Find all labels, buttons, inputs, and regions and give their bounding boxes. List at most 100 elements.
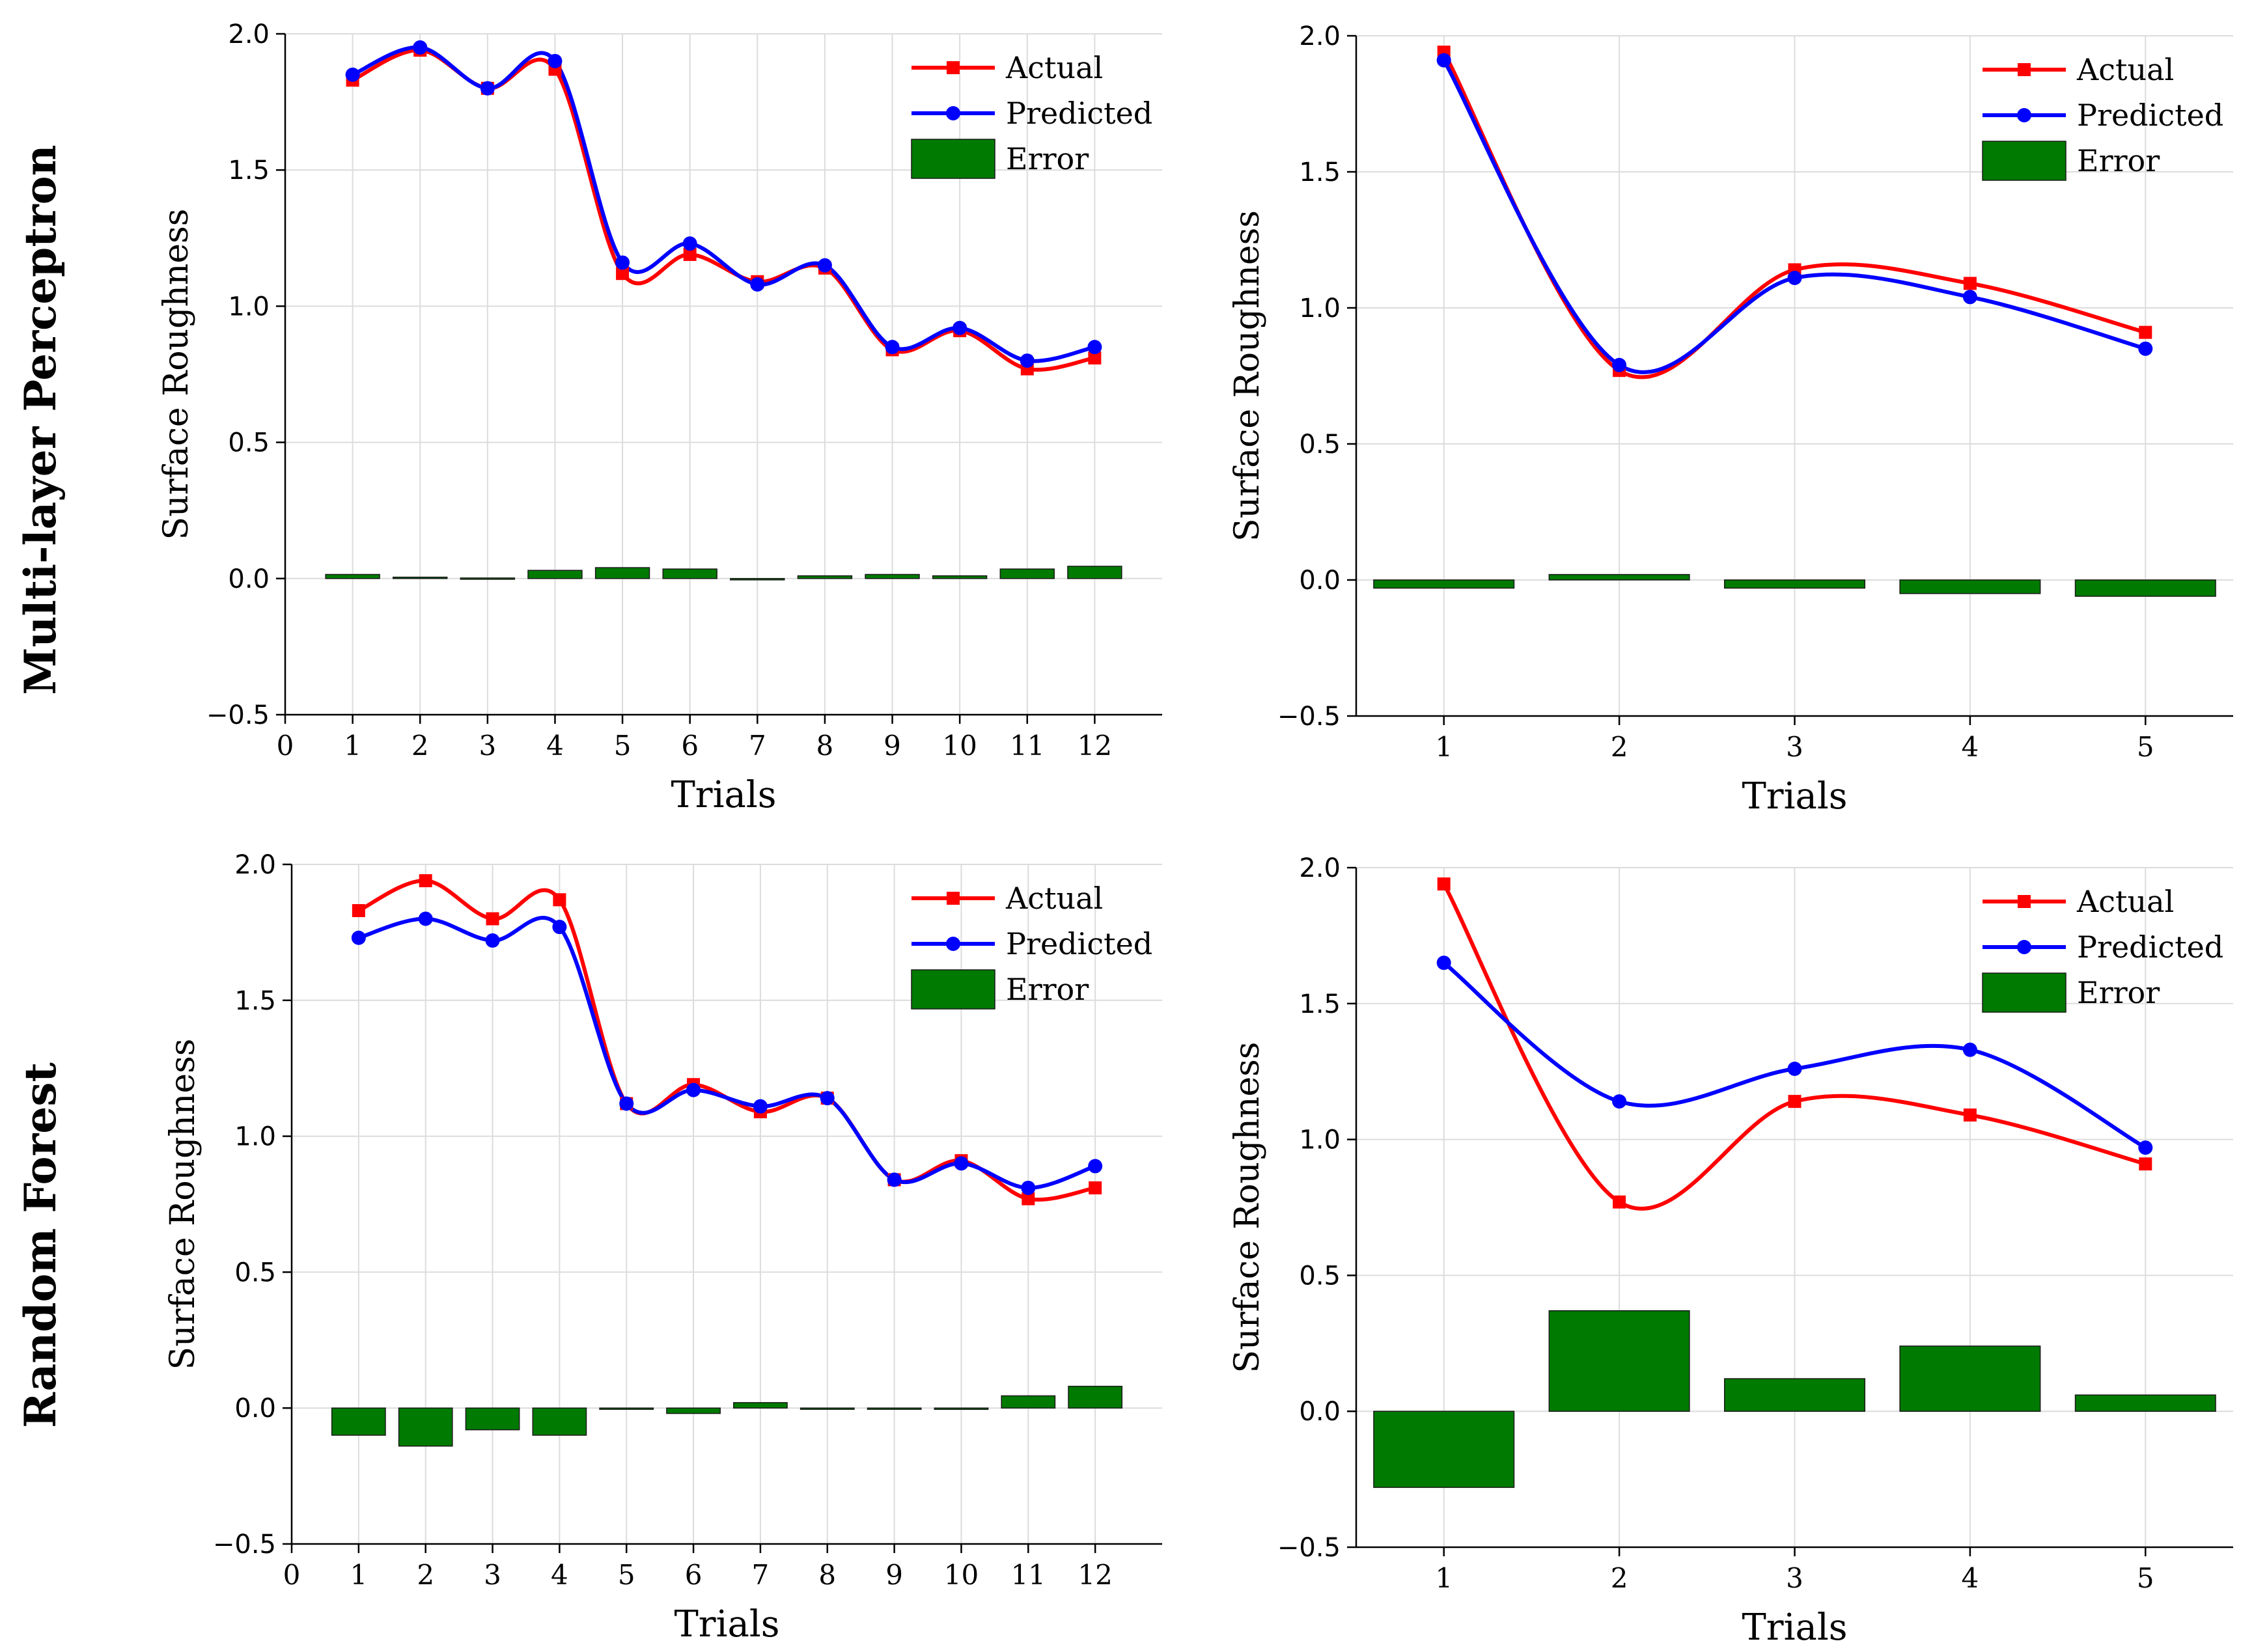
y-tick-label: 2.0 <box>234 850 276 880</box>
y-tick-label: 1.5 <box>1299 158 1341 187</box>
predicted-point <box>413 40 428 55</box>
x-tick-label: 4 <box>1962 1562 1979 1594</box>
x-tick-label: 8 <box>816 730 834 762</box>
x-tick-label: 3 <box>1786 731 1803 763</box>
x-tick-label: 1 <box>344 730 361 762</box>
error-bar <box>1899 579 2041 594</box>
legend-marker-actual <box>2018 63 2031 76</box>
predicted-point <box>750 277 765 292</box>
predicted-point <box>820 1091 835 1106</box>
predicted-point <box>1021 1180 1036 1195</box>
y-tick-label: 1.0 <box>228 292 270 322</box>
chart-panel-1: −0.50.00.51.01.52.00 1 2 3 4 5 6 7 8 9 10 11 12Trial… <box>157 20 1162 816</box>
error-bar <box>1373 1411 1515 1488</box>
error-bar <box>2074 1394 2216 1412</box>
legend: Actual Predicted Error <box>911 881 1152 1010</box>
error-bar <box>1067 566 1122 579</box>
x-tick-label: 4 <box>1962 731 1979 763</box>
error-bar <box>465 1407 520 1431</box>
error-bar <box>331 1407 386 1436</box>
actual-point <box>1088 351 1102 365</box>
x-tick-label: 7 <box>749 730 766 762</box>
legend-marker-predicted <box>2017 940 2031 954</box>
x-tick-label: 12 <box>1078 1559 1112 1591</box>
error-bar <box>999 568 1055 579</box>
error-bar <box>1723 1378 1866 1412</box>
legend-swatch-error <box>1982 972 2066 1013</box>
legend-marker-predicted <box>2017 108 2031 122</box>
actual-point <box>1437 877 1451 891</box>
actual-point <box>1788 1095 1802 1108</box>
x-tick-label: 1 <box>1435 731 1453 763</box>
y-tick-label: −0.5 <box>206 700 270 730</box>
predicted-point <box>686 1082 701 1097</box>
predicted-point <box>817 258 832 273</box>
y-tick-label: 0.0 <box>1299 1397 1341 1427</box>
legend-swatch-error <box>1982 141 2066 181</box>
x-axis-title: Trials <box>1742 1606 1847 1649</box>
legend: Actual Predicted Error <box>1982 52 2223 181</box>
legend-label-error: Error <box>2077 975 2160 1010</box>
actual-point <box>419 874 432 888</box>
actual-point <box>486 912 499 926</box>
predicted-line <box>1442 59 2147 374</box>
y-axis-title: Surface Roughness <box>157 208 196 540</box>
legend-label-actual: Actual <box>1005 50 1103 85</box>
y-tick-label: 1.0 <box>1299 294 1341 324</box>
y-tick-label: 0.0 <box>1299 566 1341 596</box>
error-bar <box>594 567 650 579</box>
x-tick-label: 2 <box>1611 1562 1628 1594</box>
legend-swatch-error <box>911 139 995 179</box>
x-tick-label: 3 <box>479 730 496 762</box>
x-tick-label: 2 <box>411 730 429 762</box>
legend-marker-actual <box>2018 895 2031 908</box>
error-bar <box>1373 579 1515 589</box>
y-tick-label: 0.5 <box>228 428 270 458</box>
x-tick-label: 4 <box>546 730 564 762</box>
legend-marker-actual <box>947 61 960 74</box>
chart-panel-4: −0.5 0.0 0.5 1.0 1.5 2.0 1 2 3 4 5 Trials Surface Ro… <box>1228 853 2233 1649</box>
x-tick-label: 1 <box>350 1559 367 1591</box>
row-label-random-forest: Random Forest <box>15 1062 66 1428</box>
legend-label-predicted: Predicted <box>2077 98 2223 133</box>
predicted-point <box>1962 290 1977 305</box>
actual-point <box>1022 1192 1035 1205</box>
y-axis-title: Surface Roughness <box>1228 1041 1267 1373</box>
error-bar <box>460 577 516 580</box>
actual-line <box>1442 883 2147 1211</box>
predicted-point <box>887 1172 902 1187</box>
actual-point <box>1963 277 1977 290</box>
x-tick-label: 9 <box>884 730 901 762</box>
actual-point <box>352 903 365 917</box>
predicted-point <box>345 67 360 82</box>
predicted-line <box>352 45 1096 363</box>
error-bar <box>527 570 583 579</box>
x-tick-label: 7 <box>752 1559 770 1591</box>
y-tick-label: 0.0 <box>228 564 270 594</box>
predicted-point <box>2138 1140 2153 1155</box>
x-tick-label: 5 <box>2137 1562 2154 1594</box>
x-tick-label: 6 <box>681 730 699 762</box>
error-bar <box>1899 1345 2041 1412</box>
error-bar <box>662 568 717 579</box>
x-tick-label: 11 <box>1011 1559 1046 1591</box>
y-tick-label: −0.5 <box>1277 1533 1341 1563</box>
predicted-point <box>1087 340 1102 355</box>
y-tick-label: 1.5 <box>234 986 276 1016</box>
error-bar <box>797 575 853 579</box>
legend-label-predicted: Predicted <box>1006 926 1152 961</box>
predicted-point <box>1436 53 1451 68</box>
y-tick-label: 0.0 <box>234 1394 276 1424</box>
actual-point <box>616 267 630 281</box>
legend-label-actual: Actual <box>1005 881 1103 916</box>
y-axis-title: Surface Roughness <box>163 1038 202 1370</box>
x-tick-label: 1 <box>1435 1562 1453 1594</box>
x-tick-label: 5 <box>618 1559 635 1591</box>
error-bar <box>730 578 785 581</box>
predicted-point <box>682 236 697 251</box>
legend-label-actual: Actual <box>2076 884 2174 919</box>
error-bar <box>393 576 448 579</box>
actual-point <box>1613 1195 1626 1209</box>
error-bar <box>398 1407 453 1447</box>
